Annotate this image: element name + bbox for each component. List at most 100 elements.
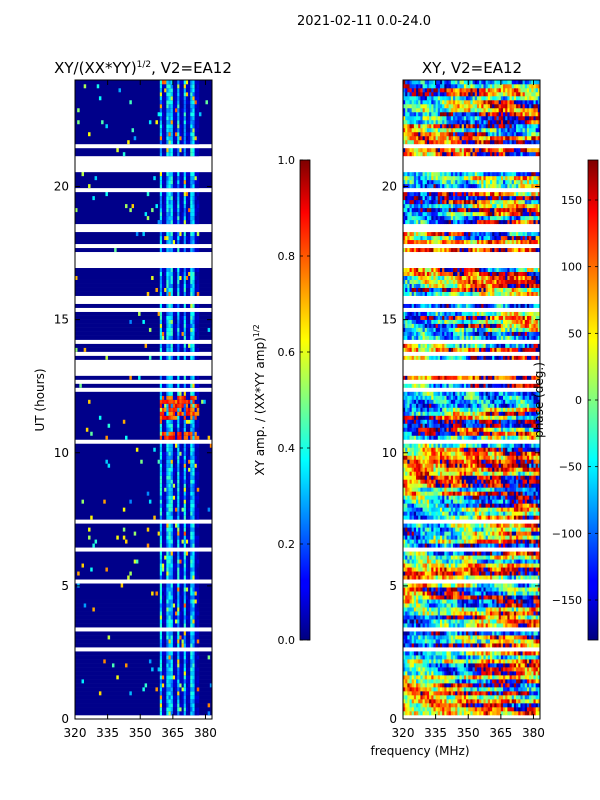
phase-cell [494,683,497,688]
amp-cell [185,83,189,89]
amp-cell [175,383,178,388]
phase-cell [509,699,513,704]
amp-cell [183,691,187,696]
phase-cell [405,567,408,572]
amp-cell [185,327,189,332]
amp-cell [161,659,165,664]
phase-cell [513,679,517,684]
amp-cell [172,343,176,348]
amp-cell [181,511,185,516]
amp-cell [164,543,167,548]
phase-cell [450,675,454,680]
amp-row [75,475,212,480]
phase-cell [511,655,515,660]
phase-cell [533,639,536,644]
amp-cell [172,567,176,572]
amp-cell [185,479,189,484]
amp-cell [172,467,176,472]
phase-cell [505,631,508,636]
amp-cell [194,343,198,348]
amp-cell [181,483,185,488]
phase-cell [503,683,506,688]
amp-cell [177,411,180,416]
amp-cell [190,419,193,424]
amp-cell [190,207,193,213]
amp-cell [183,679,187,684]
phase-cell [537,619,541,624]
amp-cell [75,643,212,648]
phase-cell [413,623,417,628]
amp-cell [75,195,212,201]
amp-cell [161,707,165,712]
amp-cell [190,483,193,488]
amp-row [75,451,212,456]
amp-cell [118,87,121,93]
phase-cell [431,583,434,588]
amp-cell [159,415,163,420]
phase-cell [481,635,484,640]
amp-cell [175,83,178,89]
amp-cell [194,659,198,664]
phase-cell [500,595,504,600]
amp-cell [166,595,169,600]
amp-cell [164,631,167,636]
amp-cell [192,511,195,516]
amp-cell [196,135,200,141]
amp-cell [151,591,154,596]
amp-cell [175,219,178,225]
phase-cell [472,699,476,704]
phase-cell [520,607,523,612]
phase-cell [444,595,447,600]
amp-cell [185,235,189,241]
amp-cell [175,575,178,580]
phase-row [403,579,540,584]
phase-cell [466,591,469,596]
phase-cell [507,671,510,676]
amp-cell [164,135,167,141]
amp-cell [175,471,178,476]
amp-row [75,427,212,432]
amp-cell [168,383,171,388]
phase-cell [422,699,426,704]
amp-cell [105,355,108,360]
amp-cell [75,447,212,452]
phase-cell [500,675,504,680]
amp-cell [185,171,189,177]
phase-cell [409,631,412,636]
amp-cell [168,195,171,201]
phase-cell [529,619,532,624]
phase-cell [407,691,410,696]
phase-cell [407,587,410,592]
amp-cell [170,107,174,113]
amp-cell [190,151,193,157]
amp-cell [166,95,169,101]
phase-cell [496,595,499,600]
amp-cell [188,571,191,576]
amp-cell [177,395,180,400]
amp-cell [179,95,182,101]
phase-cell [455,583,458,588]
amp-cell [192,395,195,400]
amp-cell [185,595,189,600]
amp-cell [188,303,191,308]
amp-cell [170,235,174,241]
amp-cell [161,219,165,225]
phase-cell [503,623,506,628]
amp-flagged-cell [75,251,212,257]
amp-cell [166,151,169,157]
amp-cell [122,527,126,532]
amp-cell [161,211,165,217]
phase-cell [463,695,467,700]
amp-cell [159,179,163,185]
amp-cell [161,191,165,197]
amp-cell [75,135,212,141]
phase-cell [518,591,521,596]
amp-cell [168,559,171,564]
amp-cell [161,471,165,476]
phase-cell [455,591,458,596]
phase-cell [426,691,430,696]
phase-cell [426,651,430,656]
amp-cell [159,639,163,644]
amp-cell [164,527,167,532]
phase-cell [489,703,493,708]
